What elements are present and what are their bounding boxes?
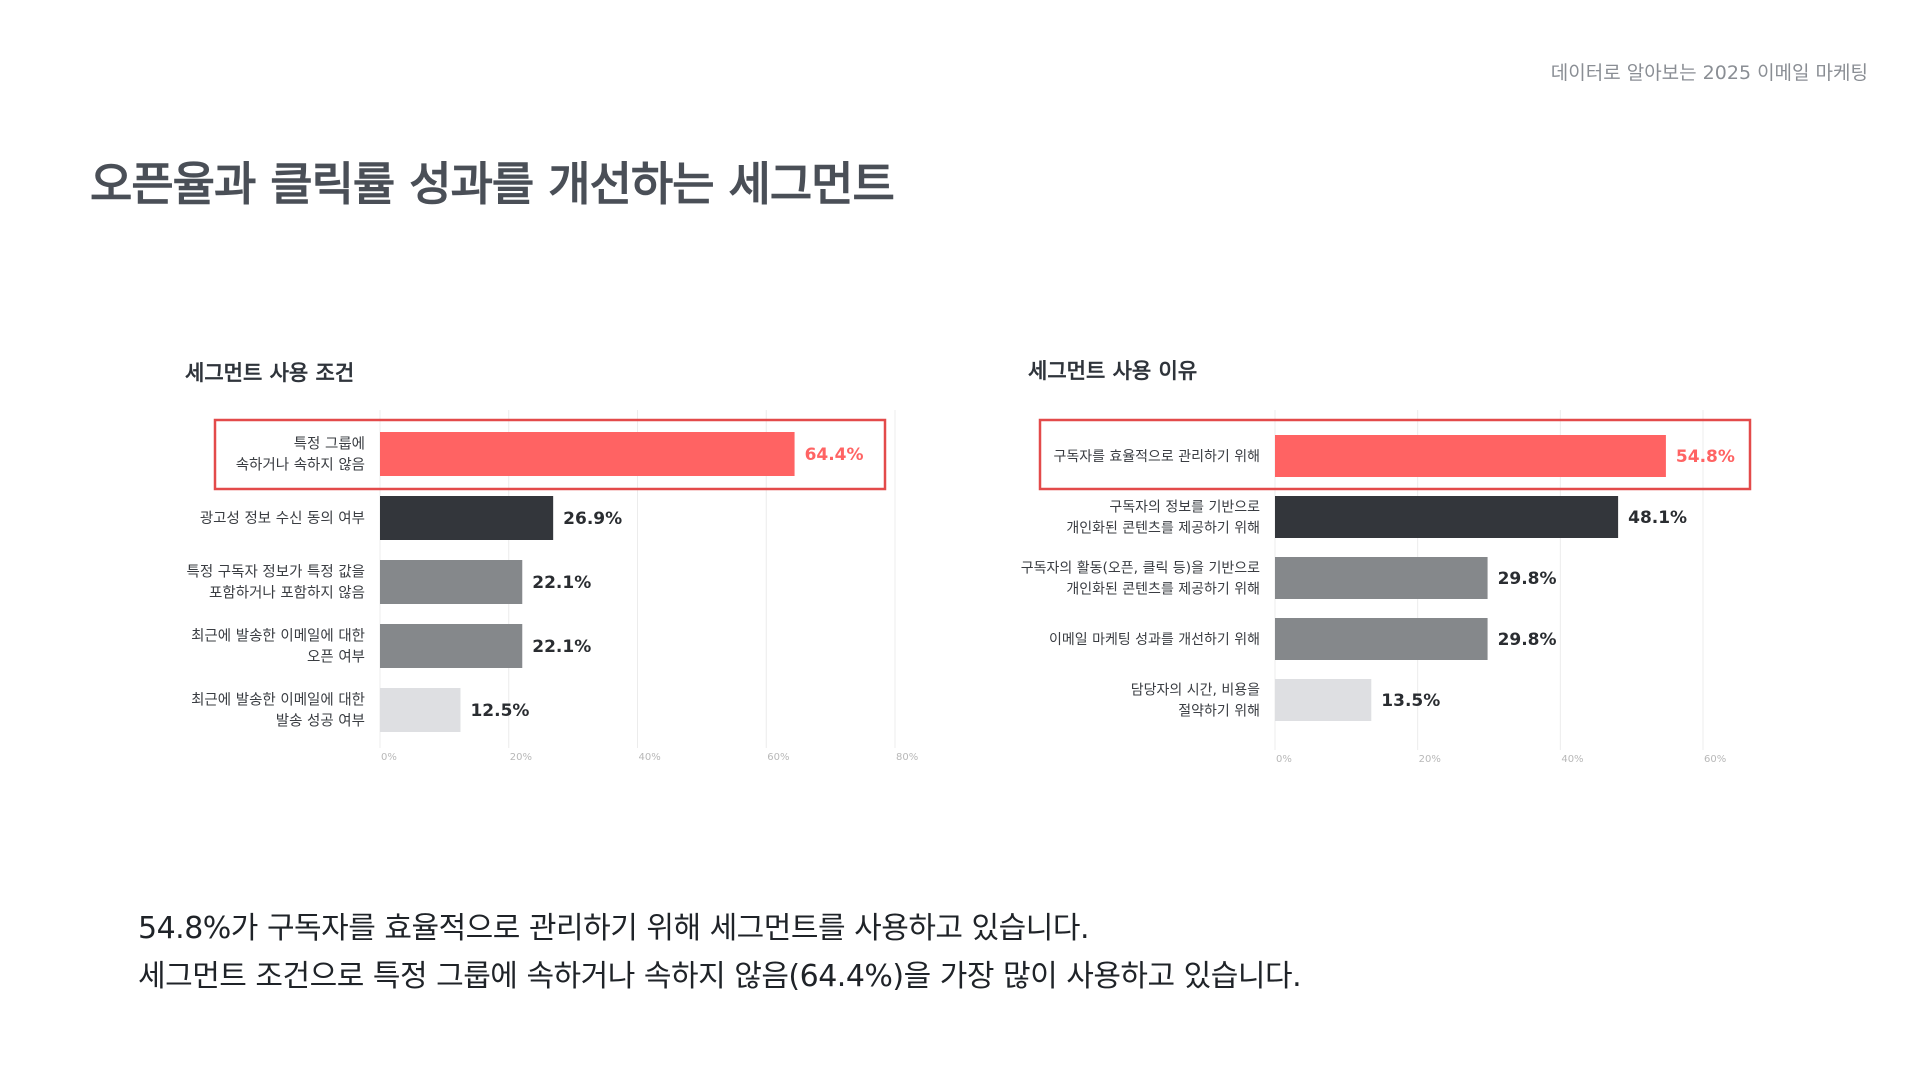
category-label: 개인화된 콘텐츠를 제공하기 위해 xyxy=(1066,582,1260,598)
bar xyxy=(380,560,523,604)
data-label: 48.1% xyxy=(1628,508,1687,528)
page-title: 오픈율과 클릭률 성과를 개선하는 세그먼트 xyxy=(90,157,895,211)
header-note: 데이터로 알아보는 2025 이메일 마케팅 xyxy=(1550,62,1868,84)
data-label: 13.5% xyxy=(1381,691,1440,711)
x-tick-label: 40% xyxy=(639,752,661,763)
category-label: 포함하거나 포함하지 않음 xyxy=(209,585,365,602)
bar xyxy=(1275,496,1619,538)
category-label: 발송 성공 여부 xyxy=(276,713,365,730)
data-label: 54.8% xyxy=(1676,447,1735,467)
data-label: 26.9% xyxy=(563,509,622,529)
category-label: 개인화된 콘텐츠를 제공하기 위해 xyxy=(1066,521,1260,537)
data-label: 64.4% xyxy=(805,445,864,465)
category-label: 특정 구독자 정보가 특정 값을 xyxy=(186,564,365,581)
bar-chart-reasons-svg: 0% 20% 40% 60% 54.8% 구독자를 효율적으로 관리하기 위해 48.1% 구… xyxy=(1021,410,1752,765)
chart-title-conditions: 세그먼트 사용 조건 xyxy=(185,361,355,385)
category-label: 특정 그룹에 xyxy=(294,436,365,453)
x-tick-label: 0% xyxy=(381,752,397,763)
category-label: 구독자의 활동(오픈, 클릭 등)을 기반으로 xyxy=(1021,561,1260,577)
category-label: 구독자를 효율적으로 관리하기 위해 xyxy=(1053,449,1260,465)
chart-title-reasons: 세그먼트 사용 이유 xyxy=(1028,359,1198,383)
bar xyxy=(1275,618,1488,660)
category-label: 최근에 발송한 이메일에 대한 xyxy=(191,628,365,645)
chart-segment-reasons: 0% 20% 40% 60% 54.8% 구독자를 효율적으로 관리하기 위해 48.1% 구… xyxy=(1000,410,1800,772)
data-label: 29.8% xyxy=(1498,569,1557,589)
x-tick-label: 60% xyxy=(767,752,789,763)
bar xyxy=(380,496,554,540)
category-label: 담당자의 시간, 비용을 xyxy=(1131,683,1260,699)
data-label: 22.1% xyxy=(532,573,591,593)
x-tick-label: 0% xyxy=(1276,754,1292,765)
category-label: 광고성 정보 수신 동의 여부 xyxy=(200,510,365,527)
data-label: 22.1% xyxy=(532,637,591,657)
category-label: 오픈 여부 xyxy=(307,649,365,666)
x-tick-label: 80% xyxy=(896,752,918,763)
data-label: 12.5% xyxy=(470,701,529,721)
category-label: 구독자의 정보를 기반으로 xyxy=(1109,500,1260,516)
summary-line-1: 54.8%가 구독자를 효율적으로 관리하기 위해 세그먼트를 사용하고 있습니… xyxy=(138,911,1090,946)
summary-line-2: 세그먼트 조건으로 특정 그룹에 속하거나 속하지 않음(64.4%)을 가장 … xyxy=(138,959,1302,994)
x-tick-label: 20% xyxy=(1419,754,1441,765)
x-tick-label: 20% xyxy=(510,752,532,763)
x-tick-label: 40% xyxy=(1561,754,1583,765)
category-label: 최근에 발송한 이메일에 대한 xyxy=(191,692,365,709)
x-tick-label: 60% xyxy=(1704,754,1726,765)
bar xyxy=(380,688,461,732)
highlight-box xyxy=(213,418,887,491)
category-label: 이메일 마케팅 성과를 개선하기 위해 xyxy=(1049,632,1260,648)
summary: 54.8%가 구독자를 효율적으로 관리하기 위해 세그먼트를 사용하고 있습니… xyxy=(138,905,1302,1001)
bar xyxy=(380,624,523,668)
bar xyxy=(1275,679,1372,721)
data-label: 29.8% xyxy=(1498,630,1557,650)
bar xyxy=(1275,435,1666,477)
bar xyxy=(380,432,795,476)
bar xyxy=(1275,557,1488,599)
category-label: 절약하기 위해 xyxy=(1178,704,1260,720)
category-label: 속하거나 속하지 않음 xyxy=(236,457,365,474)
highlight-box xyxy=(1038,418,1752,491)
